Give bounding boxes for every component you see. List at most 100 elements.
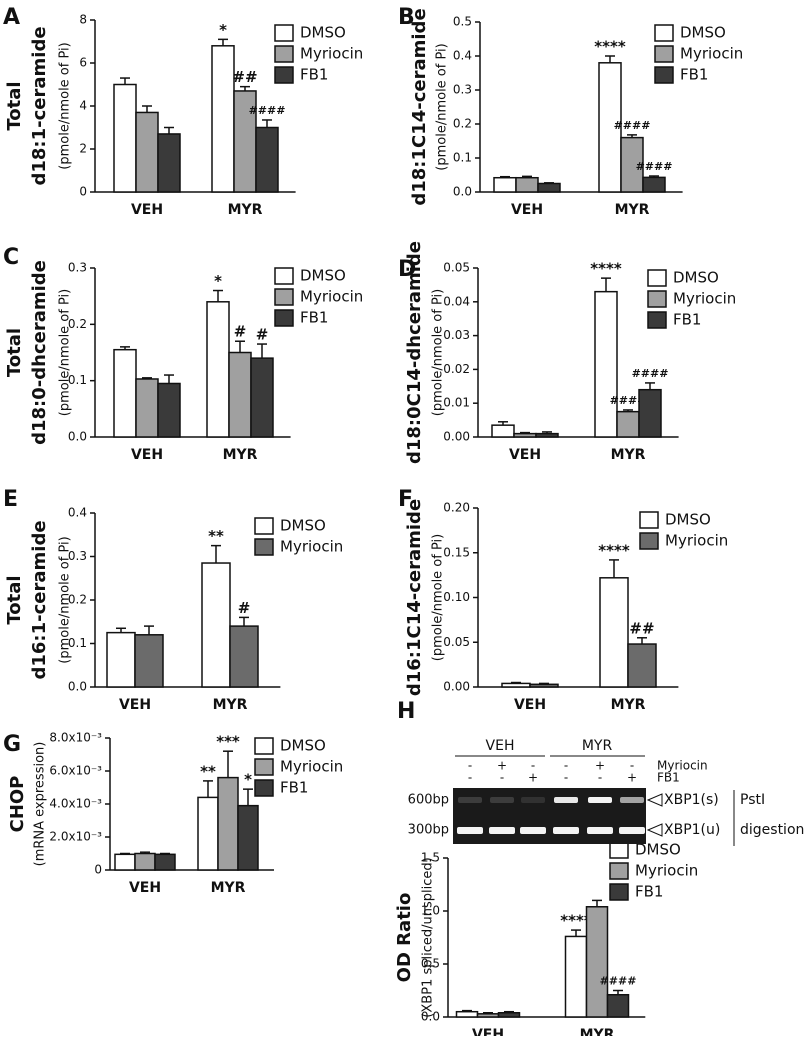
legend-label: DMSO bbox=[300, 267, 346, 285]
gel-enzyme: PstI bbox=[740, 792, 765, 808]
legend-swatch bbox=[254, 737, 274, 755]
panel-letter: B bbox=[398, 5, 415, 30]
y-tick-label: 0 bbox=[79, 185, 87, 199]
bar bbox=[113, 348, 137, 438]
bar bbox=[598, 62, 622, 193]
significance-mark: **** bbox=[560, 912, 592, 930]
legend-label: Myriocin bbox=[673, 290, 736, 308]
significance-mark: * bbox=[244, 771, 252, 789]
bar bbox=[157, 382, 181, 438]
y-tick-label: 8.0x10⁻³ bbox=[49, 731, 102, 745]
legend-label: FB1 bbox=[300, 309, 328, 327]
legend-label: FB1 bbox=[673, 311, 701, 329]
y-tick-label: 2.0x10⁻³ bbox=[49, 830, 102, 844]
bar bbox=[228, 351, 252, 438]
y-axis-unit: (pmole/nmole of Pi) bbox=[58, 289, 73, 416]
bar bbox=[201, 562, 231, 688]
bar bbox=[599, 577, 629, 688]
significance-mark: * bbox=[219, 21, 227, 39]
legend-swatch bbox=[647, 290, 667, 308]
gel-sign: - bbox=[564, 759, 568, 773]
significance-mark: * bbox=[214, 272, 222, 290]
legend-label: Myriocin bbox=[665, 532, 728, 550]
y-axis-title: CHOP bbox=[7, 776, 28, 833]
legend-swatch bbox=[609, 841, 629, 859]
gel-sign: + bbox=[627, 771, 637, 785]
bar bbox=[616, 410, 640, 438]
bar bbox=[493, 176, 517, 193]
legend-label: Myriocin bbox=[280, 538, 343, 556]
gel-row-label: Myriocin bbox=[657, 759, 708, 773]
legend-label: FB1 bbox=[280, 779, 308, 797]
legend-label: Myriocin bbox=[635, 862, 698, 880]
gel-band bbox=[553, 827, 579, 834]
legend-swatch bbox=[274, 288, 294, 306]
significance-mark: *** bbox=[216, 733, 240, 751]
y-axis-title: d18:0-dhceramide bbox=[29, 260, 50, 445]
y-tick-label: 0.1 bbox=[68, 636, 87, 650]
x-tick-label: VEH bbox=[509, 447, 541, 463]
y-tick-label: 0.0 bbox=[453, 185, 472, 199]
bar bbox=[627, 643, 657, 688]
bar bbox=[638, 388, 662, 438]
significance-mark: ## bbox=[629, 619, 654, 637]
y-tick-label: 0.2 bbox=[68, 593, 87, 607]
bar bbox=[206, 301, 230, 438]
x-tick-label: VEH bbox=[514, 697, 546, 713]
bar bbox=[237, 804, 259, 871]
y-tick-label: 0.5 bbox=[453, 15, 472, 29]
y-tick-label: 0 bbox=[94, 863, 102, 877]
gel-band bbox=[554, 797, 578, 803]
y-tick-label: 0.3 bbox=[453, 83, 472, 97]
y-tick-label: 0.0 bbox=[68, 680, 87, 694]
significance-mark: ** bbox=[200, 762, 216, 780]
bar bbox=[476, 1013, 500, 1018]
gel-marker: 300bp bbox=[408, 823, 449, 838]
gel-band bbox=[490, 797, 514, 803]
y-tick-label: 0.01 bbox=[443, 396, 470, 410]
legend-swatch bbox=[639, 511, 659, 529]
legend-label: FB1 bbox=[300, 66, 328, 84]
bar bbox=[585, 906, 609, 1018]
legend-label: DMSO bbox=[280, 737, 326, 755]
significance-mark: # bbox=[238, 599, 251, 617]
bar bbox=[229, 625, 259, 688]
gel-sign: - bbox=[468, 759, 472, 773]
panel-letter: A bbox=[3, 5, 20, 30]
bar bbox=[255, 126, 279, 193]
gel-band bbox=[489, 827, 515, 834]
gel-sign: - bbox=[468, 771, 472, 785]
gel-arrow bbox=[646, 793, 663, 807]
significance-mark: **** bbox=[590, 260, 622, 278]
y-tick-label: 4.0x10⁻³ bbox=[49, 797, 102, 811]
gel-sign: + bbox=[528, 771, 538, 785]
y-tick-label: 0.3 bbox=[68, 549, 87, 563]
y-axis-unit: (pmole/nmole of Pi) bbox=[58, 536, 73, 663]
y-tick-label: 0.4 bbox=[453, 49, 472, 63]
legend-swatch bbox=[647, 269, 667, 287]
panel-letter: C bbox=[3, 245, 19, 270]
y-tick-label: 0.00 bbox=[443, 680, 470, 694]
legend-label: Myriocin bbox=[280, 758, 343, 776]
legend-swatch bbox=[654, 45, 674, 63]
bar bbox=[642, 176, 666, 193]
y-tick-label: 0.02 bbox=[443, 362, 470, 376]
bar bbox=[537, 182, 561, 193]
significance-mark: #### bbox=[610, 394, 647, 407]
bar bbox=[211, 45, 235, 193]
gel-group-label: VEH bbox=[486, 738, 515, 754]
gel-band bbox=[620, 797, 644, 803]
panel-letter: F bbox=[398, 487, 413, 512]
bar bbox=[135, 378, 159, 438]
y-tick-label: 0.2 bbox=[453, 117, 472, 131]
legend-swatch bbox=[254, 517, 274, 535]
y-tick-label: 0.5 bbox=[421, 957, 440, 971]
y-axis-title: Total bbox=[4, 328, 25, 377]
bar bbox=[491, 424, 515, 438]
y-tick-label: 0.05 bbox=[443, 635, 470, 649]
significance-mark: **** bbox=[594, 38, 626, 56]
legend-label: DMSO bbox=[300, 24, 346, 42]
bar bbox=[501, 682, 531, 688]
bar bbox=[114, 853, 136, 871]
legend-label: FB1 bbox=[680, 66, 708, 84]
